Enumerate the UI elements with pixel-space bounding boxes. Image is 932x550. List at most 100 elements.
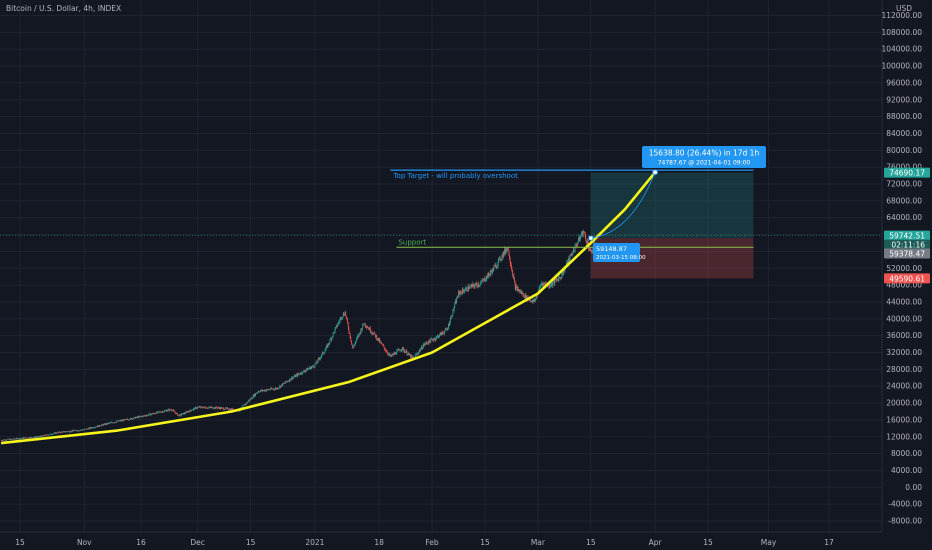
candle-body: [53, 432, 55, 434]
candle-body: [335, 326, 337, 329]
candle-body: [517, 288, 519, 291]
candle-body: [34, 436, 35, 438]
candle-body: [478, 285, 480, 286]
candle-body: [489, 273, 491, 276]
candle-body: [104, 423, 106, 425]
candle-body: [560, 277, 561, 279]
candle-body: [480, 282, 481, 285]
candle-body: [492, 268, 494, 271]
candle-body: [225, 407, 226, 410]
candle-body: [223, 407, 224, 410]
candle-body: [286, 380, 287, 382]
candle-body: [156, 411, 158, 413]
candle-body: [218, 407, 219, 408]
candle-body: [390, 355, 391, 356]
candle-body: [84, 429, 86, 430]
candle-body: [569, 255, 571, 261]
candle-body: [357, 335, 359, 338]
candle-body: [10, 438, 11, 440]
candle-body: [362, 324, 364, 325]
candle-body: [175, 413, 177, 414]
candle-body: [328, 343, 330, 344]
candle-body: [558, 277, 560, 282]
candle-body: [28, 437, 30, 439]
candle-body: [267, 389, 269, 390]
candle-body: [402, 347, 404, 349]
candle-body: [157, 411, 159, 413]
candle-body: [230, 408, 231, 411]
candle-body: [276, 388, 278, 389]
candle-body: [498, 258, 500, 261]
candle-body: [525, 294, 527, 300]
x-tick-label: 16: [136, 538, 146, 547]
candle-body: [494, 265, 495, 267]
candle-body: [304, 371, 306, 373]
candle-body: [104, 423, 105, 425]
candle-body: [541, 283, 543, 285]
candle-body: [580, 235, 582, 237]
y-tick-label: 16000.00: [886, 415, 922, 424]
candle-body: [66, 431, 68, 433]
candle-body: [124, 419, 125, 420]
candle-body: [22, 437, 23, 439]
candle-body: [417, 353, 419, 355]
candle-body: [539, 286, 541, 288]
candle-body: [49, 433, 51, 435]
candle-body: [514, 282, 516, 290]
candle-body: [258, 391, 260, 393]
symbol-title[interactable]: Bitcoin / U.S. Dollar, 4h, INDEX: [6, 4, 122, 13]
candle-body: [129, 418, 131, 420]
candle-body: [592, 250, 594, 253]
candle-body: [8, 438, 10, 440]
candle-body: [394, 352, 396, 355]
candle-body: [376, 339, 378, 340]
candle-body: [63, 431, 65, 432]
candle-body: [263, 390, 265, 391]
candle-body: [575, 244, 577, 246]
candle-body: [311, 366, 313, 368]
candle-body: [244, 404, 246, 406]
candle-body: [562, 272, 563, 275]
candle-body: [209, 406, 211, 408]
candle-body: [427, 343, 429, 344]
candle-body: [177, 413, 178, 416]
candle-body: [278, 387, 280, 389]
candle-body: [372, 333, 374, 335]
candle-body: [535, 296, 537, 299]
candle-body: [293, 377, 294, 378]
candle-body: [408, 353, 410, 354]
candle-body: [422, 345, 424, 349]
candle-body: [179, 415, 180, 417]
candle-body: [153, 413, 154, 414]
candle-body: [159, 411, 161, 413]
candle-body: [265, 390, 267, 391]
candle-body: [171, 410, 173, 411]
candle-body: [80, 430, 81, 431]
candle-body: [81, 429, 83, 431]
candle-body: [408, 353, 410, 356]
y-tick-label: 36000.00: [886, 331, 922, 340]
y-tick-label: 104000.00: [881, 45, 922, 54]
candle-body: [268, 389, 270, 391]
candle-body: [231, 408, 233, 410]
time-axis[interactable]: 15 Nov 16 Dec 15 2021 18 Feb 15 Mar 15 Apr 15 May 17: [0, 531, 882, 547]
candle-body: [92, 427, 93, 429]
candle-body: [515, 285, 517, 290]
candle-body: [308, 368, 310, 370]
candle-body: [570, 254, 572, 256]
candle-body: [519, 289, 521, 293]
chart-grid: [0, 0, 882, 532]
candle-body: [326, 345, 328, 347]
candle-body: [50, 433, 52, 435]
candle-body: [342, 316, 343, 318]
candle-body: [1, 440, 3, 441]
candle-body: [379, 341, 381, 343]
candle-body: [160, 411, 161, 413]
candle-body: [349, 333, 351, 338]
candle-body: [23, 437, 25, 439]
candle-body: [584, 232, 586, 237]
candle-body: [456, 298, 458, 304]
candle-body: [393, 353, 395, 356]
candle-body: [574, 251, 575, 252]
